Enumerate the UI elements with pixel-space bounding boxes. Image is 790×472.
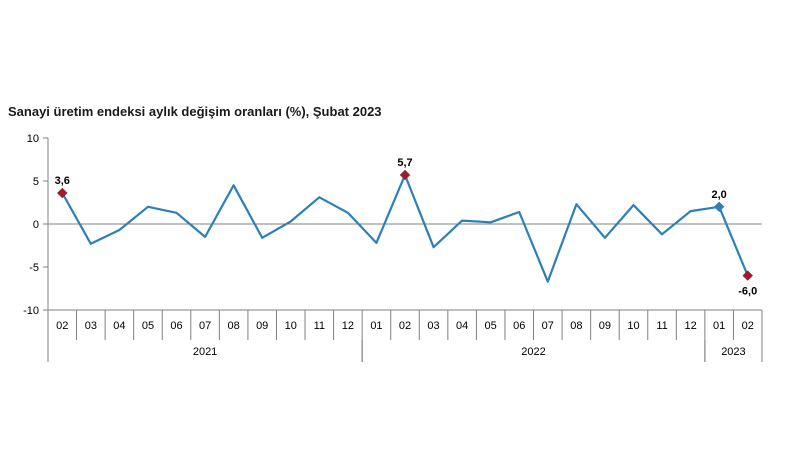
data-point-marker bbox=[399, 169, 411, 181]
x-tick-label: 02 bbox=[56, 320, 68, 332]
x-tick-label: 10 bbox=[285, 320, 297, 332]
x-axis-years: 2021 2022 2023 bbox=[47, 340, 763, 362]
y-tick-label: 10 bbox=[27, 133, 39, 145]
year-label: 2022 bbox=[521, 346, 545, 358]
y-axis-ticks: 10 5 0 -5 -10 bbox=[23, 133, 48, 317]
x-tick-label: 08 bbox=[570, 320, 582, 332]
x-tick-label: 03 bbox=[85, 320, 97, 332]
y-tick-label: 0 bbox=[33, 219, 39, 231]
x-tick-label: 09 bbox=[256, 320, 268, 332]
highlight-markers bbox=[57, 169, 753, 281]
x-tick-label: 12 bbox=[684, 320, 696, 332]
x-axis-categories: 02 03 04 05 06 07 08 09 10 11 12 01 02 03 04 05 06 07 08 09… bbox=[47, 309, 763, 340]
x-tick-label: 02 bbox=[399, 320, 411, 332]
x-tick-label: 05 bbox=[142, 320, 154, 332]
y-tick-label: -5 bbox=[29, 262, 39, 274]
y-tick-label: 5 bbox=[33, 176, 39, 188]
x-tick-label: 11 bbox=[656, 320, 667, 332]
data-label: 3,6 bbox=[55, 175, 70, 187]
x-tick-label: 10 bbox=[627, 320, 639, 332]
year-label: 2021 bbox=[193, 346, 217, 358]
data-labels: 3,6 5,7 2,0 -6,0 bbox=[55, 157, 758, 298]
data-point-marker bbox=[57, 187, 68, 199]
x-tick-label: 06 bbox=[513, 320, 525, 332]
y-tick-label: -10 bbox=[23, 305, 39, 317]
data-label: 2,0 bbox=[712, 189, 727, 201]
x-tick-label: 07 bbox=[542, 320, 554, 332]
x-tick-label: 09 bbox=[599, 320, 611, 332]
x-tick-label: 05 bbox=[485, 320, 497, 332]
year-label: 2023 bbox=[721, 346, 745, 358]
series-line bbox=[61, 173, 749, 283]
series-line-path bbox=[61, 173, 749, 283]
x-tick-label: 08 bbox=[228, 320, 240, 332]
x-tick-label: 11 bbox=[314, 320, 325, 332]
data-label: -6,0 bbox=[738, 286, 757, 298]
x-tick-label: 04 bbox=[456, 320, 468, 332]
x-tick-label: 01 bbox=[370, 320, 382, 332]
x-tick-label: 04 bbox=[113, 320, 125, 332]
x-tick-label: 03 bbox=[427, 320, 439, 332]
x-tick-label: 06 bbox=[170, 320, 182, 332]
x-tick-label: 12 bbox=[342, 320, 354, 332]
data-point-marker bbox=[742, 270, 753, 281]
x-tick-label: 02 bbox=[742, 320, 754, 332]
data-point-marker bbox=[713, 201, 725, 213]
data-label: 5,7 bbox=[397, 157, 412, 169]
x-tick-label: 01 bbox=[713, 320, 725, 332]
chart-title: Sanayi üretim endeksi aylık değişim oran… bbox=[8, 104, 382, 119]
x-tick-label: 07 bbox=[199, 320, 211, 332]
